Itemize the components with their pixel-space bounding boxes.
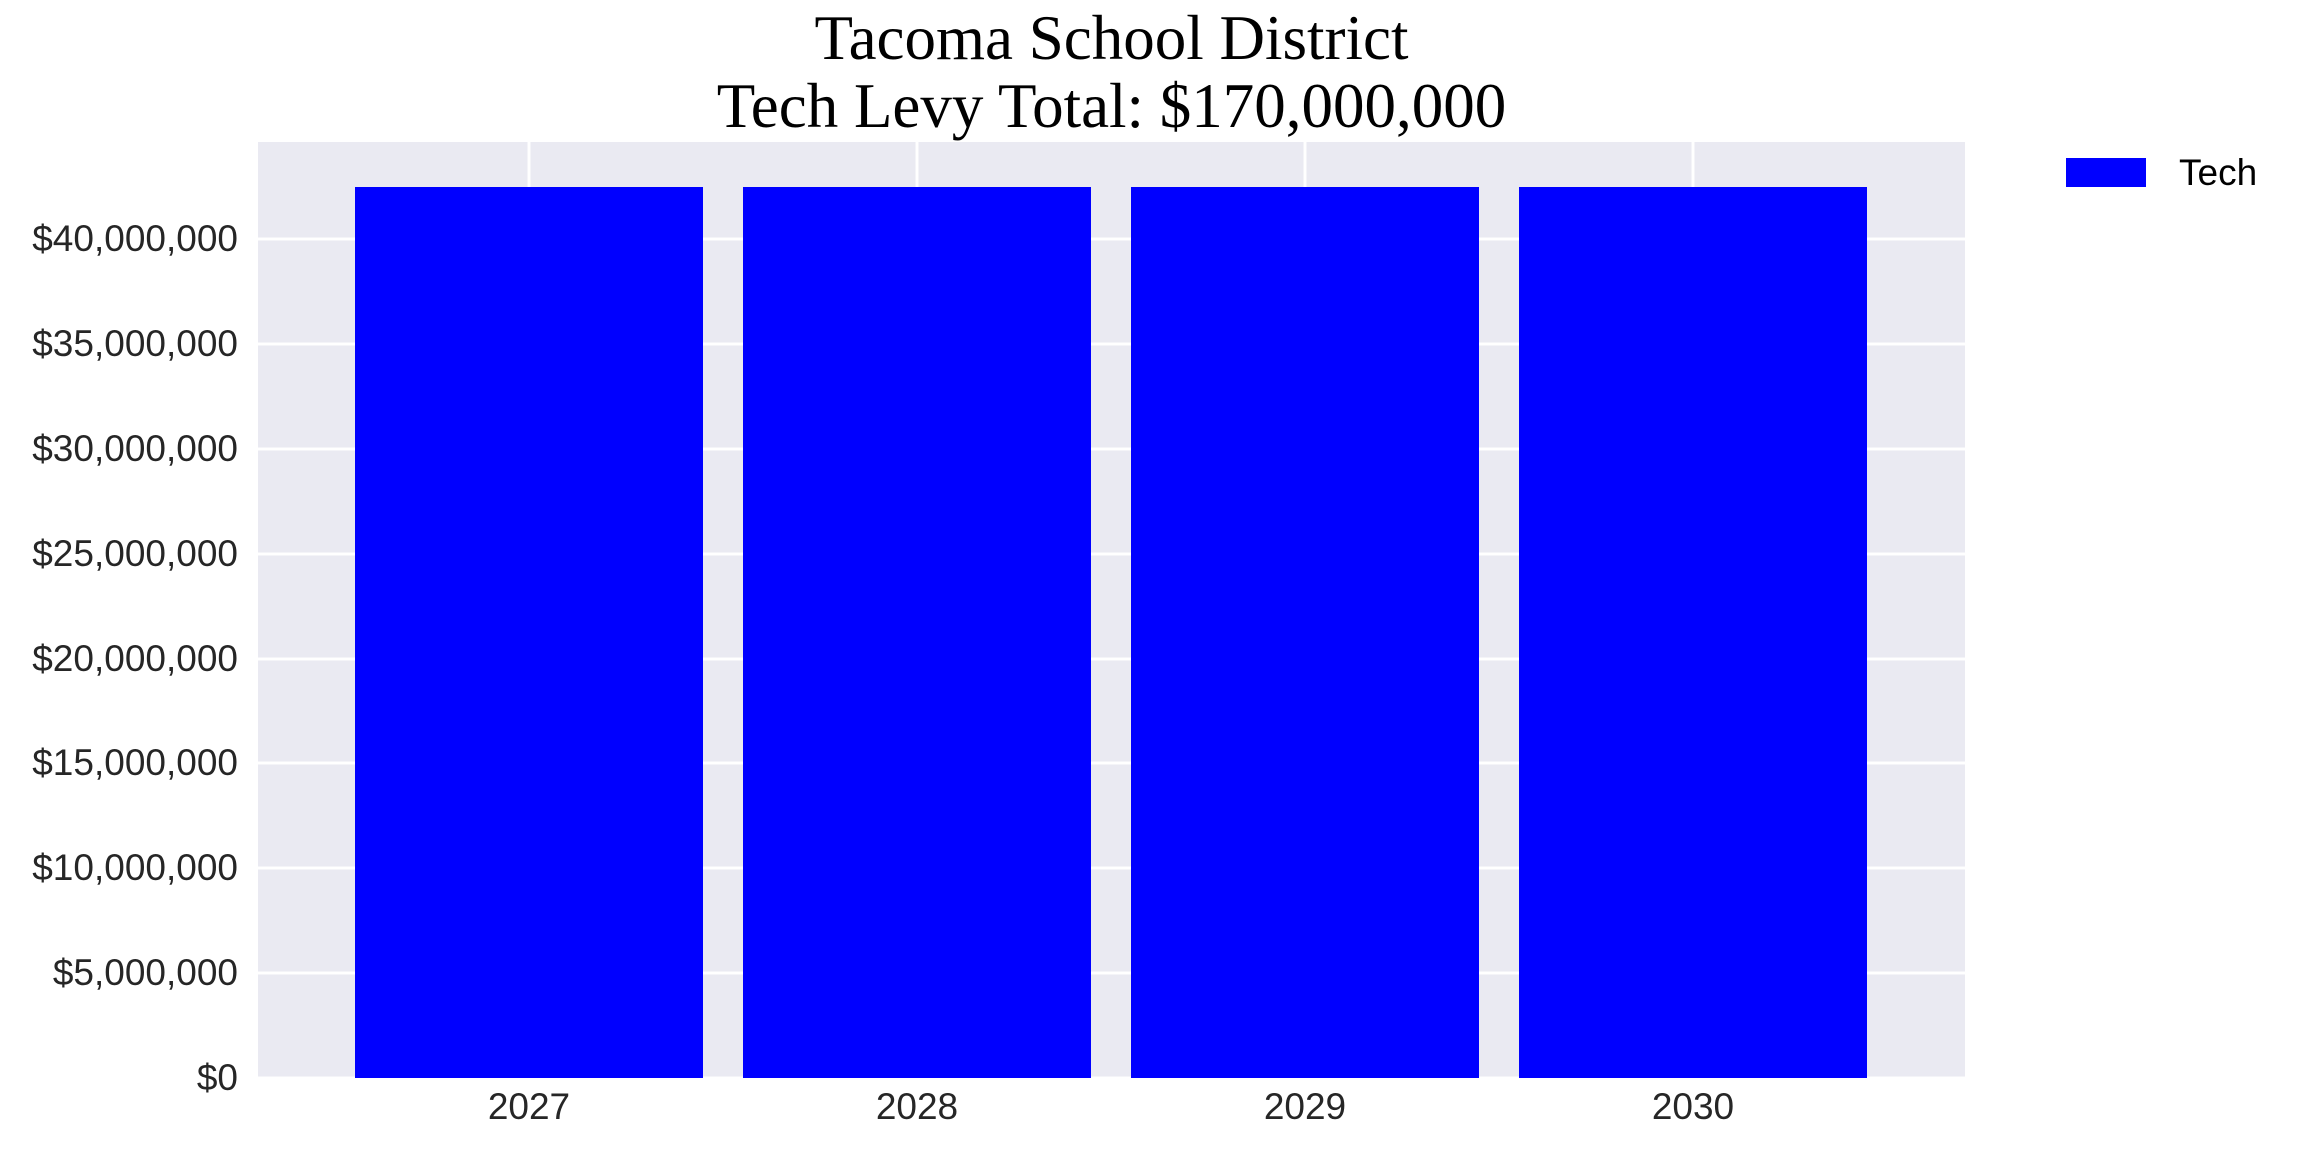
y-tick-label: $0	[196, 1057, 238, 1098]
gridline-horizontal	[258, 1076, 1965, 1080]
x-axis-tick-labels: 2027 2028 2029 2030	[258, 1086, 1965, 1130]
bar-2030	[1518, 186, 1867, 1078]
y-tick-label: $25,000,000	[32, 532, 238, 574]
x-tick-label: 2030	[1651, 1086, 1735, 1127]
gridline-horizontal	[258, 237, 1965, 241]
x-tick-label: 2027	[487, 1086, 571, 1127]
legend-label-tech: Tech	[2179, 152, 2258, 193]
gridline-horizontal	[258, 971, 1965, 975]
bar-2028	[742, 186, 1091, 1078]
plot-area	[258, 142, 1965, 1080]
chart-title-line2: Tech Levy Total: $170,000,000	[716, 71, 1507, 141]
y-tick-label: $35,000,000	[32, 322, 238, 364]
y-tick-label: $40,000,000	[32, 218, 238, 260]
y-axis-tick-labels: $0 $5,000,000 $10,000,000 $15,000,000 $20,00…	[0, 142, 238, 1098]
legend-swatch-tech	[2066, 158, 2146, 187]
gridline-horizontal	[258, 342, 1965, 346]
chart-title: Tacoma School District Tech Levy Total: …	[258, 4, 1965, 140]
gridline-horizontal	[258, 657, 1965, 661]
y-tick-label: $20,000,000	[32, 637, 238, 679]
y-tick-label: $10,000,000	[32, 847, 238, 889]
y-tick-label: $5,000,000	[52, 952, 238, 994]
gridline-horizontal	[258, 552, 1965, 556]
y-tick-label: $15,000,000	[32, 742, 238, 784]
x-tick-label: 2029	[1263, 1086, 1347, 1127]
x-tick-label: 2028	[875, 1086, 959, 1127]
bar-2029	[1130, 186, 1479, 1078]
gridline-horizontal	[258, 761, 1965, 765]
chart-title-line1: Tacoma School District	[814, 3, 1409, 73]
gridline-horizontal	[258, 866, 1965, 870]
y-tick-label: $30,000,000	[32, 427, 238, 469]
gridline-horizontal	[258, 447, 1965, 451]
bar-2027	[354, 186, 703, 1078]
legend: Tech	[2066, 152, 2258, 193]
